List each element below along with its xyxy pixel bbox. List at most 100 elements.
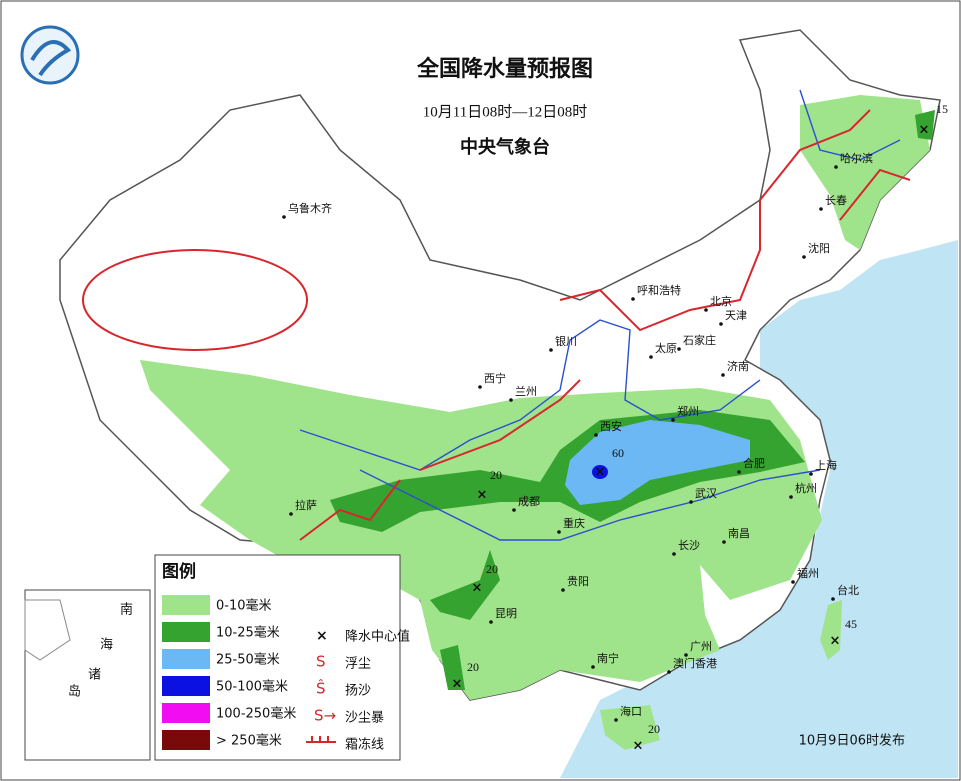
city-label: 重庆 [563, 516, 585, 530]
rain-area [600, 705, 660, 750]
legend-label: 霜冻线 [345, 737, 384, 753]
city-label: 西宁 [484, 371, 506, 385]
legend: 0-10毫米 10-25毫米 25-50毫米 50-100毫米 100-250毫米 > 2… [162, 595, 410, 753]
center-mark: × [477, 488, 488, 503]
issuer: 中央气象台 [460, 136, 550, 158]
city-dot [737, 470, 741, 474]
city-label: 太原 [655, 342, 677, 355]
city-label: 上海 [815, 458, 837, 472]
city-dot [649, 355, 653, 359]
inset-label: 岛 [68, 684, 81, 700]
city-dot [549, 348, 553, 352]
city-label: 合肥 [743, 456, 765, 470]
city-dot [614, 718, 618, 722]
symbol-dust: S [316, 653, 326, 671]
center-mark: × [472, 581, 483, 596]
city-dot [684, 653, 688, 657]
center-value: 20 [486, 562, 498, 576]
city-label: 成都 [518, 495, 540, 508]
legend-label: 0-10毫米 [216, 598, 272, 614]
city-label: 台北 [837, 583, 859, 597]
city-label: 武汉 [695, 487, 717, 500]
city-label: 石家庄 [683, 333, 716, 347]
legend-swatch [162, 703, 210, 723]
city-label: 澳门香港 [673, 656, 717, 670]
legend-label: 50-100毫米 [216, 679, 288, 695]
city-label: 兰州 [515, 385, 537, 398]
city-label: 济南 [727, 359, 749, 373]
rain-area [565, 420, 750, 505]
legend-label: 25-50毫米 [216, 652, 280, 668]
city-dot [478, 385, 482, 389]
center-mark: × [595, 465, 606, 480]
city-label: 郑州 [677, 404, 699, 418]
city-dot [631, 297, 635, 301]
city-dot [282, 215, 286, 219]
city-label: 广州 [690, 640, 712, 653]
legend-swatch [162, 649, 210, 669]
frost-line [839, 168, 911, 221]
city-dot [512, 508, 516, 512]
city-dot [489, 620, 493, 624]
city-dot [667, 670, 671, 674]
title: 全国降水量预报图 [416, 56, 593, 82]
frost-line [82, 249, 308, 351]
city-dot [561, 588, 565, 592]
city-label: 乌鲁木齐 [288, 201, 332, 215]
frost-line [419, 379, 581, 471]
center-value: 20 [648, 722, 660, 736]
center-value: 45 [845, 617, 857, 631]
center-mark: × [919, 123, 930, 138]
city-dot [722, 540, 726, 544]
city-dot [591, 665, 595, 669]
inset-coast [24, 599, 71, 661]
issued: 10月9日06时发布 [799, 733, 905, 749]
city-label: 长春 [825, 194, 847, 207]
city-dot [809, 472, 813, 476]
city-label: 昆明 [495, 607, 517, 620]
rain-area [440, 645, 465, 690]
city-dot [834, 165, 838, 169]
rain-area [915, 110, 935, 140]
city-dot [791, 580, 795, 584]
inset-label: 海 [100, 638, 113, 653]
symbol-frost [306, 736, 336, 743]
center-value: 15 [936, 102, 948, 116]
city-label: 杭州 [795, 481, 817, 495]
city-label: 银川 [555, 334, 577, 348]
symbol-sand: Ŝ [316, 679, 326, 698]
city-dot [789, 495, 793, 499]
city-dot [721, 373, 725, 377]
legend-title: 图例 [162, 561, 196, 582]
legend-swatch [162, 730, 210, 750]
city-dot [704, 308, 708, 312]
legend-label: > 250毫米 [216, 733, 282, 749]
center-value: 20 [490, 468, 502, 482]
legend-label: 扬沙 [345, 684, 371, 699]
logo [30, 40, 72, 77]
frost-line [299, 479, 401, 541]
city-label: 海口 [620, 704, 642, 718]
city-dot [802, 255, 806, 259]
city-label: 北京 [710, 294, 732, 308]
symbol-storm: S→ [314, 707, 336, 725]
inset-label: 南 [120, 602, 133, 618]
legend-label: 浮尘 [345, 657, 371, 672]
city-dot [509, 398, 513, 402]
sea [560, 240, 958, 778]
city-label: 天津 [725, 309, 747, 322]
center-value: 20 [467, 660, 479, 674]
precip-centers: ×15×60×20×20×20×20×45 [452, 102, 948, 754]
city-dot [689, 500, 693, 504]
city-dot [289, 512, 293, 516]
legend-label: 100-250毫米 [216, 706, 296, 722]
city-label: 哈尔滨 [840, 151, 873, 165]
rain-area [800, 95, 930, 250]
city-label: 西安 [600, 419, 622, 433]
legend-swatch [162, 676, 210, 696]
subtitle: 10月11日08时—12日08时 [423, 103, 587, 120]
rain-area [820, 600, 842, 660]
legend-swatch [162, 595, 210, 615]
